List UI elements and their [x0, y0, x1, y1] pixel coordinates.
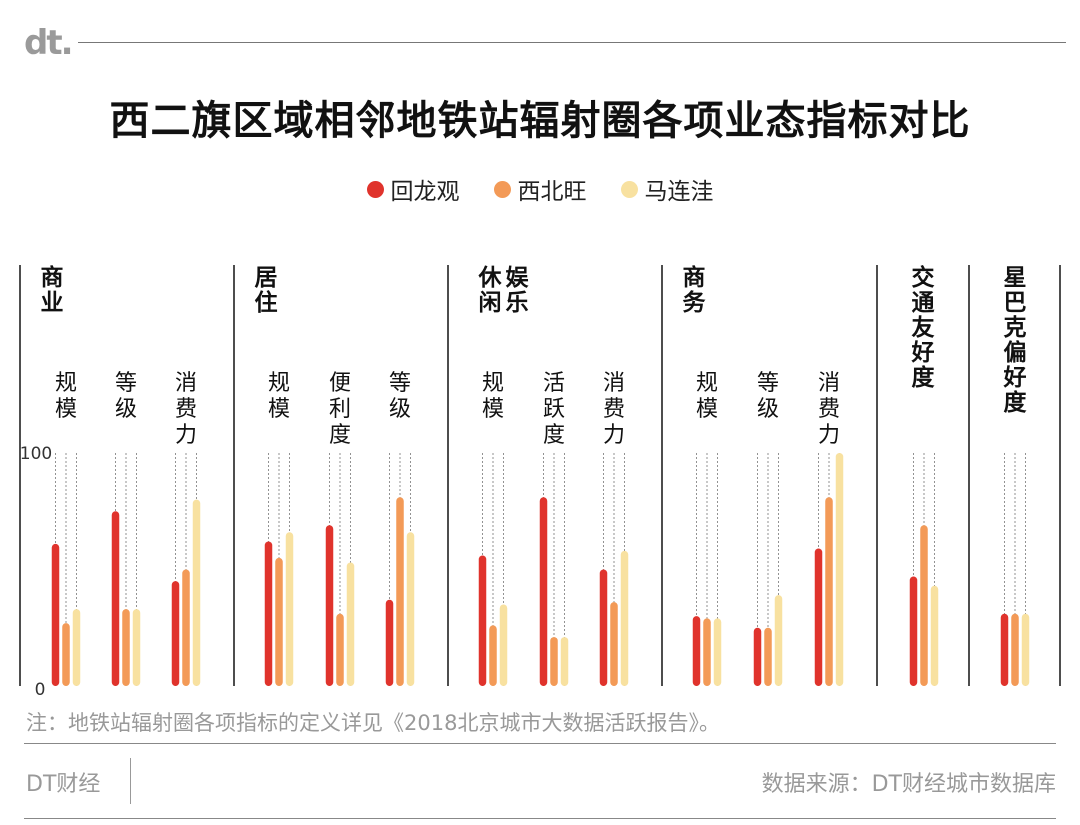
- bar-0-1-1: [122, 609, 130, 686]
- metric-label-1-0: 规模: [268, 371, 290, 422]
- metric-label-3-1: 等级: [757, 371, 779, 422]
- bar-0-1-0: [111, 511, 120, 686]
- bar-5-0-1: [1011, 613, 1019, 686]
- bar-1-0-1: [275, 557, 283, 686]
- legend-dot-huilongguan: [366, 180, 384, 198]
- group-title-5: 星巴克偏好度: [1003, 265, 1028, 416]
- note-rule: [24, 743, 1056, 744]
- legend-dot-malianwa: [620, 180, 638, 198]
- bar-3-1-0: [753, 627, 762, 686]
- bar-1-1-2: [346, 562, 355, 686]
- bar-4-0-1: [920, 525, 928, 686]
- metric-label-0-1: 等级: [115, 371, 137, 422]
- legend-item-huilongguan: 回龙观: [366, 172, 460, 206]
- bar-2-0-2: [499, 604, 508, 686]
- chart: 1000商业规模等级消费力居住规模便利度等级休闲娱乐规模活跃度消费力商务规模等级…: [19, 264, 1061, 700]
- bar-2-2-0: [599, 569, 608, 686]
- bar-2-2-2: [620, 550, 629, 686]
- bar-3-2-1: [825, 497, 833, 686]
- bar-1-2-1: [396, 497, 404, 686]
- group-title-2-b: 娱乐: [506, 265, 530, 316]
- bar-3-1-2: [774, 595, 783, 686]
- bar-4-0-0: [909, 576, 918, 686]
- bar-3-2-0: [814, 548, 823, 686]
- group-title-0: 商业: [41, 264, 64, 316]
- top-rule: [78, 42, 1066, 43]
- bar-4-0-2: [930, 585, 939, 686]
- metric-label-3-0: 规模: [696, 371, 718, 422]
- group-title-2-a: 休闲: [478, 265, 503, 316]
- page-title: 西二旗区域相邻地铁站辐射圈各项业态指标对比: [109, 98, 971, 144]
- metric-label-2-0: 规模: [482, 371, 504, 422]
- bar-0-2-0: [171, 581, 180, 686]
- group-title-4: 交通友好度: [911, 264, 936, 391]
- bar-1-1-1: [336, 613, 344, 686]
- metric-label-2-2: 消费力: [603, 371, 625, 448]
- legend-dot-xibeiwang: [493, 180, 511, 198]
- legend-label-malianwa: 马连洼: [644, 179, 714, 205]
- footer-brand: DT财经: [26, 772, 101, 797]
- legend-item-malianwa: 马连洼: [620, 172, 714, 206]
- legend-item-xibeiwang: 西北旺: [493, 172, 587, 206]
- y-tick-label-0: 0: [35, 680, 46, 700]
- metric-label-2-1: 活跃度: [543, 371, 565, 448]
- metric-label-1-1: 便利度: [329, 371, 351, 448]
- bar-3-0-1: [703, 618, 711, 686]
- bar-0-0-2: [72, 609, 81, 686]
- bar-2-0-0: [478, 555, 487, 686]
- metric-label-0-0: 规模: [55, 371, 77, 422]
- bar-2-1-2: [560, 637, 569, 686]
- bar-2-1-1: [550, 637, 558, 686]
- bar-0-0-1: [62, 623, 70, 686]
- bar-5-0-0: [1000, 613, 1009, 686]
- metric-label-0-2: 消费力: [175, 371, 197, 448]
- legend-label-xibeiwang: 西北旺: [517, 179, 587, 205]
- dt-logo: dt.: [24, 23, 73, 63]
- data-source: 数据来源：DT财经城市数据库: [761, 772, 1056, 797]
- bar-1-1-0: [325, 525, 334, 686]
- bar-1-0-0: [264, 541, 273, 686]
- footer-divider: [130, 758, 131, 804]
- metric-label-1-2: 等级: [389, 371, 411, 422]
- legend: 回龙观 西北旺 马连洼: [0, 172, 1080, 206]
- legend-label-huilongguan: 回龙观: [390, 179, 460, 205]
- bar-3-1-1: [764, 627, 772, 686]
- bar-0-1-2: [132, 609, 141, 686]
- bar-3-0-2: [713, 618, 722, 686]
- bottom-rule: [24, 818, 1056, 819]
- bar-0-0-0: [51, 543, 60, 686]
- bar-2-2-1: [610, 602, 618, 686]
- bar-2-1-0: [539, 497, 548, 686]
- bar-3-0-0: [692, 616, 701, 686]
- bar-0-2-2: [192, 499, 201, 686]
- bar-0-2-1: [182, 569, 190, 686]
- bar-5-0-2: [1021, 613, 1030, 686]
- y-tick-label-100: 100: [20, 444, 52, 464]
- bar-1-0-2: [285, 532, 294, 686]
- footnote: 注：地铁站辐射圈各项指标的定义详见《2018北京城市大数据活跃报告》。: [26, 711, 720, 735]
- bar-1-2-0: [385, 599, 394, 686]
- metric-label-3-2: 消费力: [818, 371, 840, 448]
- group-title-3: 商务: [683, 264, 707, 316]
- bar-2-0-1: [489, 625, 497, 686]
- group-title-1: 居住: [255, 265, 278, 316]
- bar-3-2-2: [835, 453, 844, 686]
- bar-1-2-2: [406, 532, 415, 686]
